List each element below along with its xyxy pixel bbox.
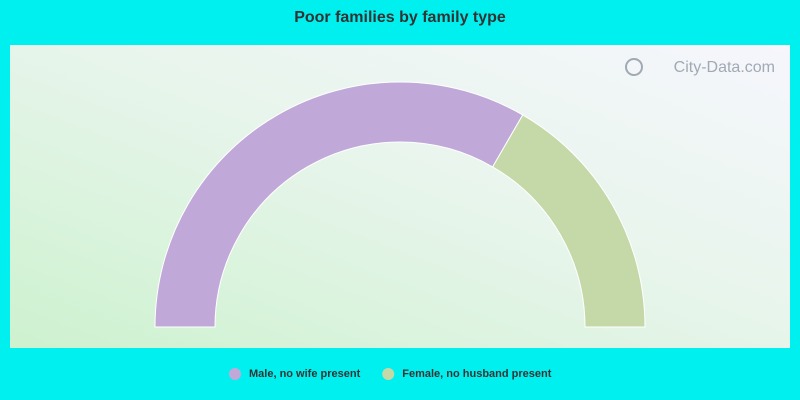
donut-segment (491, 114, 646, 328)
legend-swatch (229, 368, 241, 380)
legend: Male, no wife present Female, no husband … (229, 368, 552, 380)
marks (154, 81, 646, 328)
legend-swatch (382, 368, 395, 380)
watermark: City-Data.com (674, 59, 775, 76)
chart-title: Poor families by family type (294, 9, 506, 26)
donut-segment (154, 81, 524, 328)
watermark-icon (625, 58, 643, 76)
legend-label: Male, no wife present (249, 368, 361, 380)
legend-label: Female, no husband present (402, 368, 551, 380)
